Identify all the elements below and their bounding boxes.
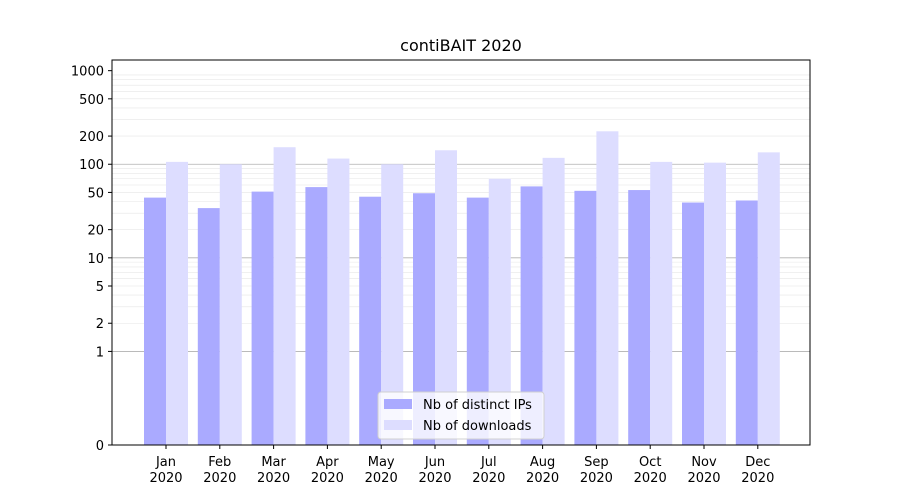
y-tick-label: 2: [96, 317, 104, 332]
y-tick-label: 50: [87, 186, 104, 201]
bar-downloads-mar: [273, 147, 296, 445]
bar-downloads-apr: [327, 158, 350, 445]
bar-downloads-oct: [650, 161, 673, 445]
x-tick-label-month: Dec: [745, 455, 770, 470]
bar-downloads-aug: [542, 157, 565, 446]
chart-title: contiBAIT 2020: [400, 36, 522, 55]
x-tick-label-month: Feb: [208, 455, 231, 470]
y-tick-label: 100: [79, 158, 104, 173]
legend-swatch: [384, 399, 412, 409]
x-tick-label-year: 2020: [311, 471, 344, 486]
y-axis-ticks: 0 1 2 5 10 20 50 100 200 500 1000: [71, 65, 112, 454]
x-tick-label-year: 2020: [472, 471, 505, 486]
bar-ips-oct: [628, 190, 651, 445]
x-tick-label-year: 2020: [526, 471, 559, 486]
x-tick-label-year: 2020: [257, 471, 290, 486]
x-tick-label-month: Jan: [155, 455, 176, 470]
bar-downloads-sep: [596, 131, 619, 445]
x-tick-label-month: Nov: [691, 455, 717, 470]
bar-ips-mar: [251, 191, 274, 445]
bar-ips-nov: [682, 202, 704, 445]
x-axis-ticks: Jan2020Feb2020Mar2020Apr2020May2020Jun20…: [149, 445, 774, 486]
y-tick-label: 1000: [71, 65, 104, 80]
x-tick-label-month: Oct: [639, 455, 661, 470]
y-tick-label: 10: [87, 252, 104, 267]
y-tick-label: 1: [96, 345, 104, 360]
x-tick-label-month: Mar: [261, 455, 286, 470]
bar-downloads-feb: [219, 164, 242, 445]
y-tick-label: 20: [87, 224, 104, 239]
x-tick-label-year: 2020: [634, 471, 667, 486]
bar-ips-feb: [197, 208, 220, 445]
y-tick-label: 0: [96, 439, 104, 454]
x-tick-label-year: 2020: [203, 471, 236, 486]
x-tick-label-year: 2020: [418, 471, 451, 486]
x-tick-label-year: 2020: [149, 471, 182, 486]
plot-area-frame: [111, 59, 811, 446]
bar-ips-may: [359, 196, 382, 445]
bars: [144, 131, 780, 446]
legend: Nb of distinct IPs Nb of downloads: [377, 391, 545, 440]
x-tick-label-month: Sep: [584, 455, 609, 470]
bar-downloads-jan: [166, 161, 188, 445]
y-tick-label: 500: [79, 93, 104, 108]
bar-ips-sep: [574, 190, 597, 445]
legend-label: Nb of downloads: [423, 419, 532, 434]
bar-downloads-may: [381, 164, 404, 445]
x-tick-label-year: 2020: [580, 471, 613, 486]
y-tick-label: 200: [79, 130, 104, 145]
x-tick-label-month: May: [368, 455, 395, 470]
bar-ips-dec: [735, 200, 758, 445]
bar-downloads-jul: [488, 178, 511, 446]
bar-downloads-jun: [435, 150, 457, 445]
bar-ips-jun: [413, 193, 435, 445]
bar-downloads-dec: [757, 152, 780, 445]
legend-swatch: [384, 420, 412, 430]
x-tick-label-year: 2020: [687, 471, 720, 486]
x-tick-label-month: Apr: [316, 455, 339, 470]
x-tick-label-month: Jul: [480, 455, 497, 470]
x-tick-label-month: Jun: [424, 455, 445, 470]
bar-ips-aug: [520, 186, 543, 445]
legend-box: [377, 391, 545, 440]
bar-ips-jan: [144, 197, 166, 445]
y-tick-label: 5: [96, 280, 104, 295]
x-tick-label-year: 2020: [365, 471, 398, 486]
bar-downloads-nov: [704, 162, 726, 445]
bar-ips-apr: [305, 187, 328, 445]
x-tick-label-year: 2020: [741, 471, 774, 486]
bar-ips-jul: [466, 197, 489, 445]
legend-label: Nb of distinct IPs: [423, 398, 532, 413]
x-tick-label-month: Aug: [530, 455, 555, 470]
